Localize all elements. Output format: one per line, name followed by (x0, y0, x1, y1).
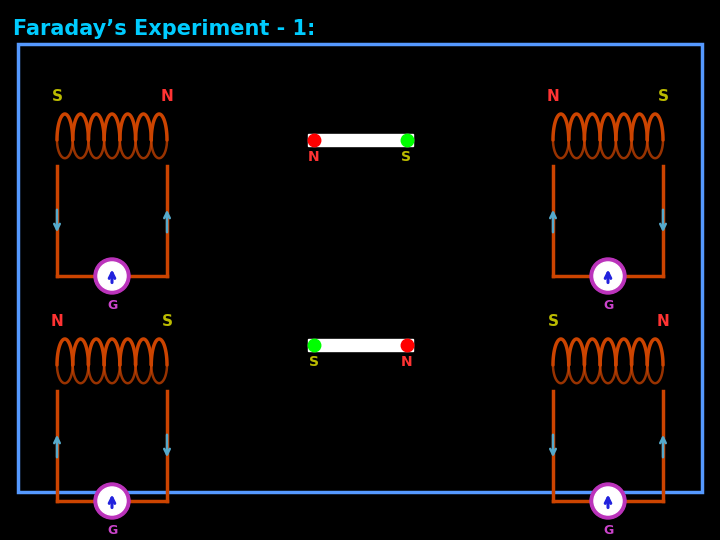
Bar (307, 134, 413, 146)
Text: S: S (547, 314, 559, 329)
Text: S: S (52, 89, 63, 104)
Text: N: N (50, 314, 63, 329)
Text: N: N (401, 355, 413, 369)
Circle shape (94, 483, 130, 519)
Circle shape (98, 262, 126, 290)
Text: S: S (657, 89, 668, 104)
Circle shape (594, 262, 622, 290)
Circle shape (98, 487, 126, 515)
Text: N: N (657, 314, 670, 329)
Text: N: N (161, 89, 174, 104)
Text: N: N (546, 89, 559, 104)
Bar (18, 44, 702, 492)
Circle shape (94, 258, 130, 294)
Text: S: S (161, 314, 173, 329)
Text: S: S (402, 150, 412, 164)
Text: G: G (603, 299, 613, 312)
Text: N: N (307, 150, 319, 164)
Text: G: G (107, 299, 117, 312)
Circle shape (590, 483, 626, 519)
Text: G: G (107, 524, 117, 537)
Text: G: G (603, 524, 613, 537)
Text: S: S (308, 355, 318, 369)
Circle shape (594, 487, 622, 515)
Circle shape (590, 258, 626, 294)
Text: Faraday’s Experiment - 1:: Faraday’s Experiment - 1: (13, 19, 315, 39)
Bar (307, 339, 413, 351)
